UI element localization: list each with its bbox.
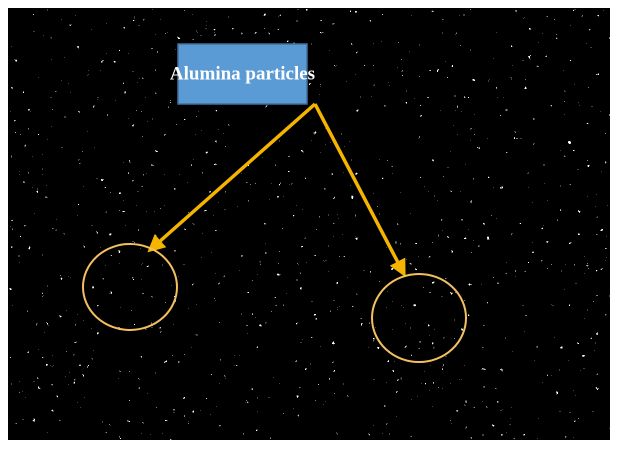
label-text: Alumina particles [170,63,315,84]
micrograph-figure: Alumina particles [0,0,617,453]
page: Alumina particles (() => { const data = … [0,0,617,453]
